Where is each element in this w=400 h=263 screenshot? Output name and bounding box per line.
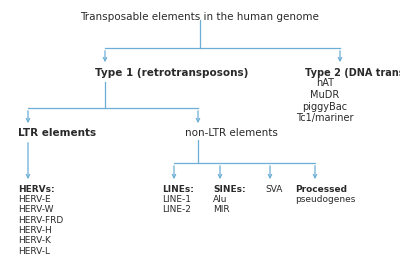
Text: hAT
MuDR
piggyBac
Tc1/mariner: hAT MuDR piggyBac Tc1/mariner — [296, 78, 354, 123]
Text: LINEs:: LINEs: — [162, 185, 194, 194]
Text: HERV-E
HERV-W
HERV-FRD
HERV-H
HERV-K
HERV-L: HERV-E HERV-W HERV-FRD HERV-H HERV-K HER… — [18, 195, 63, 256]
Text: Type 2 (DNA transposons):: Type 2 (DNA transposons): — [305, 68, 400, 78]
Text: HERVs:: HERVs: — [18, 185, 55, 194]
Text: LINE-1
LINE-2: LINE-1 LINE-2 — [162, 195, 191, 214]
Text: Transposable elements in the human genome: Transposable elements in the human genom… — [80, 12, 320, 22]
Text: SVA: SVA — [265, 185, 282, 194]
Text: Type 1 (retrotransposons): Type 1 (retrotransposons) — [95, 68, 248, 78]
Text: LTR elements: LTR elements — [18, 128, 96, 138]
Text: non-LTR elements: non-LTR elements — [185, 128, 278, 138]
Text: Alu
MIR: Alu MIR — [213, 195, 230, 214]
Text: SINEs:: SINEs: — [213, 185, 246, 194]
Text: pseudogenes: pseudogenes — [295, 195, 355, 204]
Text: Processed: Processed — [295, 185, 347, 194]
